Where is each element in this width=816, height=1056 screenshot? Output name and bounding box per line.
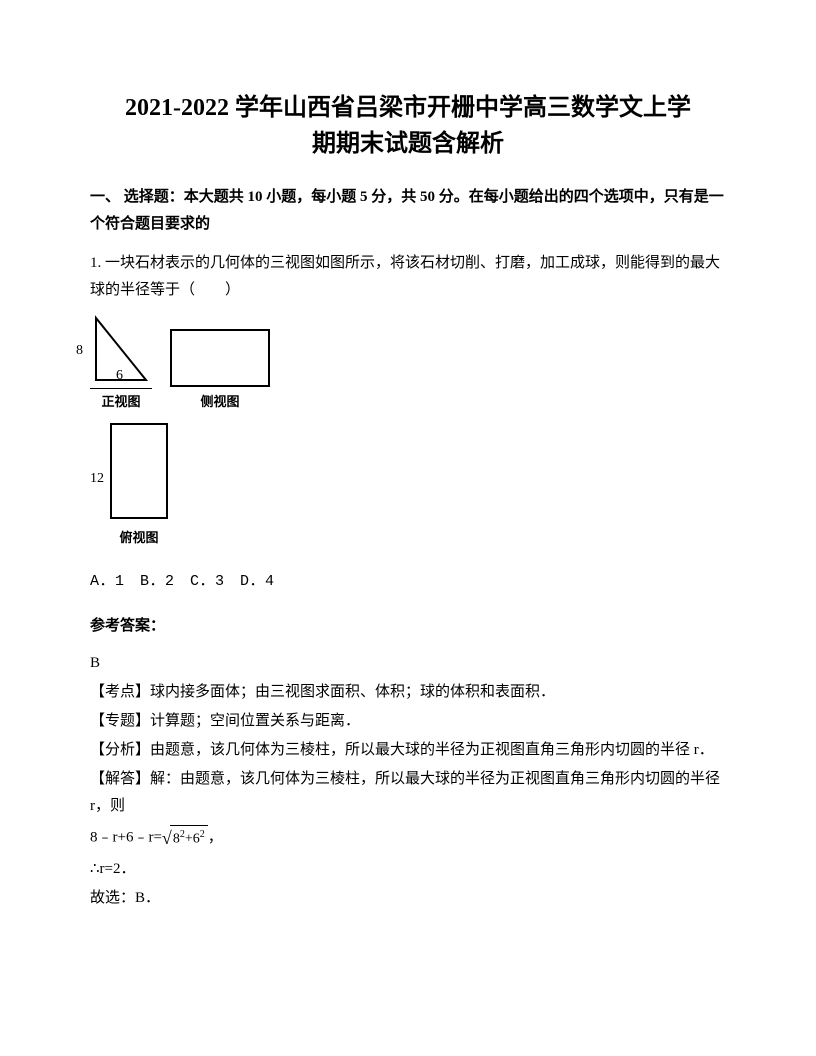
guxuan-line: 故选：B． xyxy=(90,885,726,912)
sq-exp-2: 2 xyxy=(200,829,205,840)
three-views-row-2: 12 俯视图 xyxy=(90,423,726,549)
kaodian-line: 【考点】球内接多面体；由三视图求面积、体积；球的体积和表面积． xyxy=(90,679,726,706)
top-view-dim-h: 12 xyxy=(90,466,104,507)
front-view-dim-w: 6 xyxy=(116,363,123,388)
sq-exp-1: 2 xyxy=(180,829,185,840)
front-view-figure: 8 6 xyxy=(90,314,152,386)
front-view-label: 正视图 xyxy=(90,388,152,413)
answer-letter: B xyxy=(90,650,726,677)
formula-suffix: ， xyxy=(208,829,223,845)
side-view-block: 侧视图 xyxy=(170,329,270,413)
sqrt-a: 8 xyxy=(173,831,180,846)
front-view-block: 8 6 正视图 xyxy=(90,314,152,413)
formula-line: 8﹣r+6﹣r=√82+62， xyxy=(90,822,726,854)
page-title: 2021-2022 学年山西省吕梁市开栅中学高三数学文上学 期期末试题含解析 xyxy=(90,90,726,162)
answer-heading: 参考答案： xyxy=(90,613,726,640)
title-line-2: 期期末试题含解析 xyxy=(312,131,504,157)
zhuanti-line: 【专题】计算题；空间位置关系与距离． xyxy=(90,708,726,735)
section-heading: 一、 选择题：本大题共 10 小题，每小题 5 分，共 50 分。在每小题给出的… xyxy=(90,184,726,238)
fenxi-line: 【分析】由题意，该几何体为三棱柱，所以最大球的半径为正视图直角三角形内切圆的半径… xyxy=(90,737,726,764)
sqrt-formula: √82+62 xyxy=(162,822,208,854)
top-view-rect-icon xyxy=(110,423,168,519)
sqrt-b: 6 xyxy=(193,831,200,846)
side-view-label: 侧视图 xyxy=(194,389,246,413)
side-view-rect-icon xyxy=(170,329,270,387)
sqrt-body: 82+62 xyxy=(170,825,208,852)
jieda-line: 【解答】解：由题意，该几何体为三棱柱，所以最大球的半径为正视图直角三角形内切圆的… xyxy=(90,766,726,820)
three-views-row-1: 8 6 正视图 侧视图 xyxy=(90,314,726,413)
question-1-text: 1. 一块石材表示的几何体的三视图如图所示，将该石材切削、打磨，加工成球，则能得… xyxy=(90,250,726,304)
answer-options: A．1 B．2 C．3 D．4 xyxy=(90,568,726,595)
top-view-label: 俯视图 xyxy=(110,525,168,549)
exam-page: 2021-2022 学年山西省吕梁市开栅中学高三数学文上学 期期末试题含解析 一… xyxy=(0,0,816,1056)
front-view-dim-h: 8 xyxy=(76,338,83,363)
formula-prefix: 8﹣r+6﹣r= xyxy=(90,829,162,845)
title-line-1: 2021-2022 学年山西省吕梁市开栅中学高三数学文上学 xyxy=(125,95,691,121)
therefore-line: ∴r=2． xyxy=(90,856,726,883)
top-view-block: 俯视图 xyxy=(110,423,168,549)
